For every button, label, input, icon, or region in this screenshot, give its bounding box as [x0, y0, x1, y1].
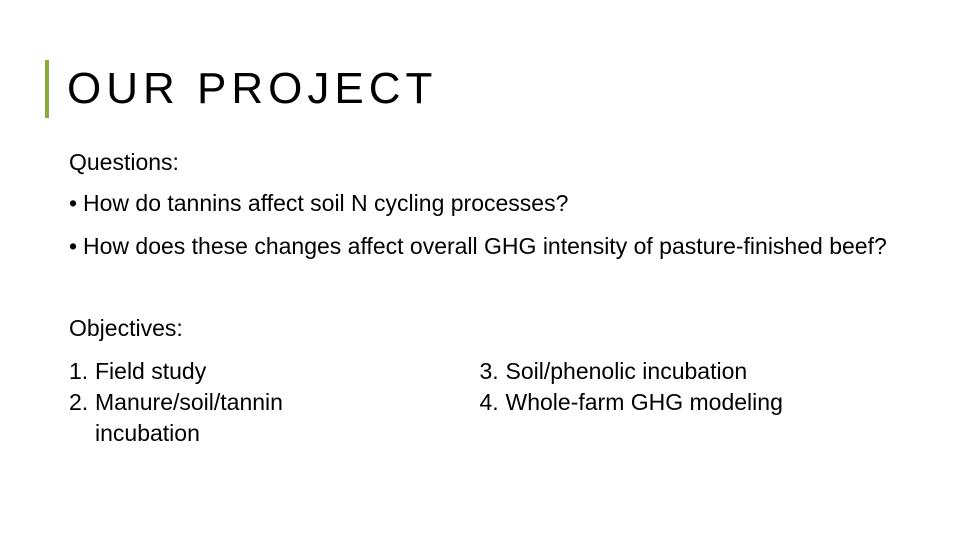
objective-number: 4. — [480, 388, 506, 417]
objective-item-continuation: incubation — [69, 419, 480, 448]
question-item: • How do tannins affect soil N cycling p… — [69, 189, 890, 218]
objective-item: 4. Whole-farm GHG modeling — [480, 388, 891, 417]
accent-bar — [45, 60, 49, 118]
question-item: • How does these changes affect overall … — [69, 232, 890, 261]
questions-label: Questions: — [69, 148, 890, 177]
bullet-icon: • — [69, 232, 83, 261]
objectives-left-column: 1. Field study 2. Manure/soil/tannin inc… — [69, 357, 480, 449]
slide-body: Questions: • How do tannins affect soil … — [45, 148, 890, 449]
question-text: How do tannins affect soil N cycling pro… — [83, 189, 890, 218]
spacer — [69, 274, 890, 314]
objective-text: Soil/phenolic incubation — [506, 357, 891, 386]
objectives-label: Objectives: — [69, 314, 890, 343]
objectives-columns: 1. Field study 2. Manure/soil/tannin inc… — [69, 357, 890, 449]
objective-item: 3. Soil/phenolic incubation — [480, 357, 891, 386]
objective-item: 2. Manure/soil/tannin — [69, 388, 480, 417]
objective-item: 1. Field study — [69, 357, 480, 386]
question-text: How does these changes affect overall GH… — [83, 232, 890, 261]
objective-text: Whole-farm GHG modeling — [506, 388, 891, 417]
bullet-icon: • — [69, 189, 83, 218]
objective-text: Field study — [95, 357, 480, 386]
objectives-right-column: 3. Soil/phenolic incubation 4. Whole-far… — [480, 357, 891, 449]
objective-text: Manure/soil/tannin — [95, 388, 480, 417]
objective-text: incubation — [95, 419, 480, 448]
title-block: OUR PROJECT — [45, 60, 890, 118]
slide: OUR PROJECT Questions: • How do tannins … — [0, 0, 960, 540]
objective-number: 2. — [69, 388, 95, 417]
objective-number: 1. — [69, 357, 95, 386]
objective-number: 3. — [480, 357, 506, 386]
slide-title: OUR PROJECT — [67, 60, 437, 118]
